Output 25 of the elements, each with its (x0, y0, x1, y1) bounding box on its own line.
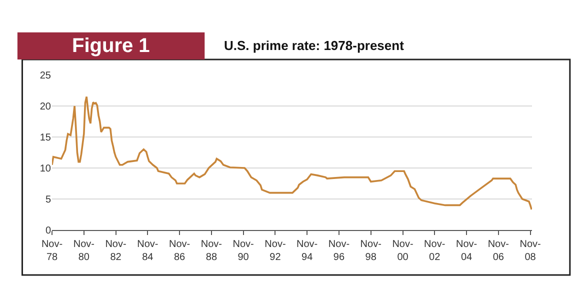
y-tick-label: 15 (40, 132, 52, 144)
x-tick-label: Nov- 88 (200, 239, 222, 263)
x-tick-label: Nov- 06 (488, 239, 509, 263)
y-tick-label: 20 (40, 102, 52, 112)
y-tick-label: 5 (45, 194, 52, 206)
x-tick-label: Nov- 80 (73, 239, 94, 263)
x-tick-label: Nov- 90 (232, 239, 254, 263)
x-tick-label: Nov- 84 (137, 239, 158, 263)
chart-title: Figure 1 (72, 35, 150, 57)
line-series (52, 96, 532, 210)
x-tick-label: Nov- 04 (456, 239, 478, 263)
x-tick-label: Nov- 96 (328, 239, 350, 263)
y-tick-label: 25 (40, 70, 52, 82)
x-tick-label: Nov- 00 (392, 239, 414, 263)
x-tick-label: Nov- 86 (168, 239, 190, 263)
x-tick-label: Nov- 78 (41, 239, 63, 263)
x-tick-label: Nov- 98 (360, 239, 382, 263)
x-tick-label: Nov- 08 (520, 239, 541, 263)
y-tick-label: 10 (40, 164, 52, 174)
x-tick-label: Nov- 02 (424, 239, 446, 263)
x-tick-label: Nov- 92 (264, 239, 286, 263)
chart-subtitle: U.S. prime rate: 1978-present (224, 38, 405, 53)
x-tick-label: Nov- 94 (296, 239, 318, 263)
y-tick-label: 0 (45, 226, 52, 236)
x-tick-label: Nov- 82 (105, 239, 126, 263)
